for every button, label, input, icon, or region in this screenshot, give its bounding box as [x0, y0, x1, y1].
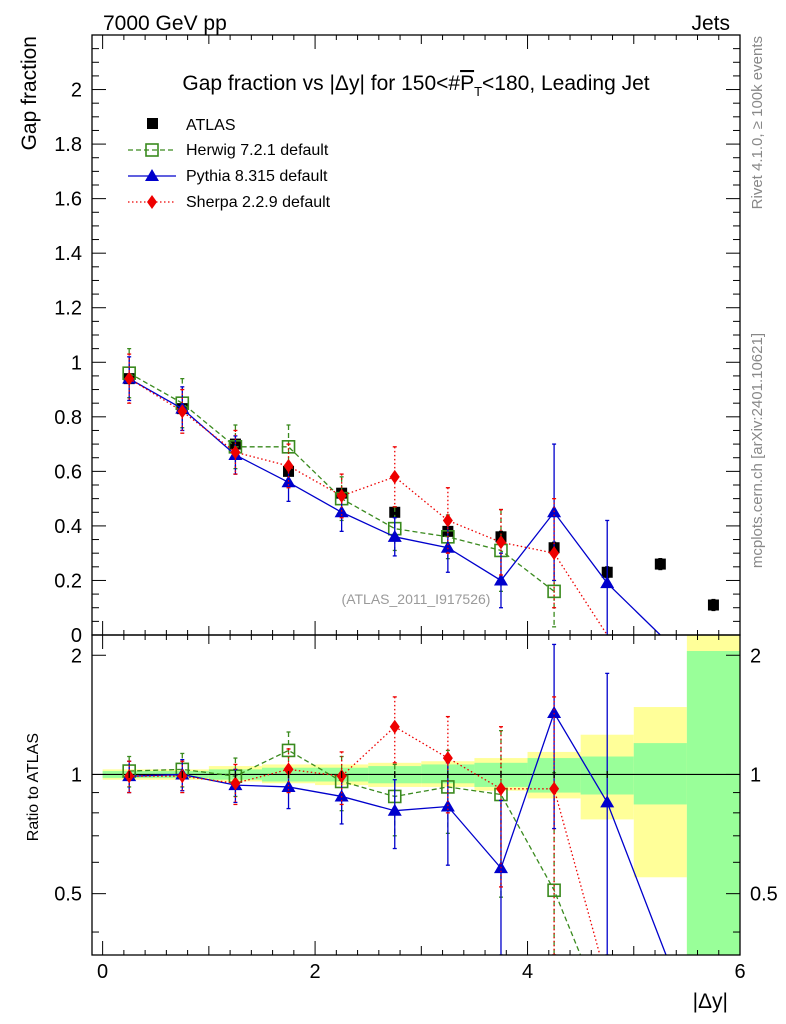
- y-tick-label-bottom-right: 1: [750, 764, 761, 786]
- sherpa-point: [442, 513, 453, 528]
- y-axis-label-top: Gap fraction: [18, 36, 41, 150]
- sherpa-point: [177, 404, 188, 419]
- sherpa-line: [128, 378, 608, 635]
- analysis-watermark: (ATLAS_2011_I917526): [342, 591, 491, 607]
- sherpa-ratio-point: [442, 751, 453, 766]
- herwig-ratio-point: [281, 743, 296, 758]
- rivet-version-label: Rivet 4.1.0, ≥ 100k events: [749, 36, 766, 209]
- y-tick-label-bottom-left: 1: [71, 764, 82, 786]
- y-tick-label-top: 0.8: [54, 407, 82, 429]
- legend-sherpa-label: Sherpa 2.2.9 default: [186, 194, 331, 211]
- ratio-band-inner-11: [686, 651, 740, 955]
- sherpa-point: [495, 535, 506, 550]
- y-tick-label-top: 1.4: [54, 243, 82, 265]
- y-tick-label-top: 0: [71, 625, 82, 647]
- ratio-band-inner-10: [633, 743, 687, 805]
- sherpa-ratio-line: [129, 725, 601, 955]
- x-tick-label: 6: [734, 961, 745, 983]
- herwig-point: [547, 584, 561, 599]
- x-tick-label: 2: [310, 961, 321, 983]
- sherpa-ratio-point: [283, 762, 294, 777]
- sherpa-ratio-point: [230, 776, 241, 791]
- x-tick-label: 0: [97, 961, 108, 983]
- y-tick-label-top: 1.8: [54, 134, 82, 156]
- y-tick-label-top: 2: [71, 80, 82, 102]
- sherpa-point: [124, 371, 135, 386]
- y-tick-label-bottom-left: 2: [71, 645, 82, 667]
- y-tick-label-top: 1.2: [54, 298, 82, 320]
- x-tick-label: 4: [522, 961, 533, 983]
- herwig-point: [281, 440, 296, 454]
- sherpa-point: [549, 546, 560, 561]
- sherpa-point: [230, 445, 241, 460]
- sherpa-ratio-point: [549, 781, 560, 796]
- chart-title: Gap fraction vs |Δy| for 150<#PT<180, Le…: [182, 72, 649, 99]
- pythia-ratio-point: [547, 705, 562, 718]
- sherpa-point: [389, 469, 400, 484]
- legend-sherpa-marker: [147, 195, 157, 209]
- y-tick-label-top: 0.6: [54, 461, 82, 483]
- y-tick-label-bottom-left: 0.5: [54, 884, 82, 906]
- pythia-point: [493, 573, 508, 586]
- legend-atlas-label: ATLAS: [186, 117, 236, 134]
- header-process-label: Jets: [691, 12, 730, 35]
- herwig-ratio-line: [129, 749, 582, 955]
- sherpa-ratio-point: [389, 719, 400, 734]
- y-tick-label-bottom-right: 2: [750, 645, 761, 667]
- sherpa-point: [336, 488, 347, 503]
- mcplots-source-label: mcplots.cern.ch [arXiv:2401.10621]: [749, 333, 766, 568]
- pythia-point: [440, 540, 455, 553]
- legend: ATLAS Herwig 7.2.1 default Pythia 8.315 …: [128, 117, 331, 211]
- pythia-ratio-point: [600, 795, 615, 808]
- pythia-point: [387, 529, 402, 542]
- y-tick-label-top: 0.2: [54, 570, 82, 592]
- y-tick-label-top: 0.4: [54, 516, 82, 538]
- atlas-point: [389, 506, 401, 518]
- x-axis-label: |Δy|: [693, 990, 728, 1013]
- y-tick-label-top: 1: [71, 352, 82, 374]
- legend-herwig-marker: [145, 143, 159, 157]
- atlas-point: [654, 558, 666, 570]
- sherpa-point: [283, 458, 294, 473]
- y-axis-label-bottom: Ratio to ATLAS: [25, 733, 42, 841]
- atlas-point: [707, 599, 719, 611]
- herwig-ratio-point: [547, 883, 561, 898]
- legend-atlas-marker: [147, 118, 158, 129]
- pythia-ratio-point: [387, 803, 402, 816]
- pythia-ratio-point: [334, 789, 349, 802]
- ratio-panel-frame: [91, 634, 741, 956]
- sherpa-ratio-point: [495, 781, 506, 796]
- y-tick-label-bottom-right: 0.5: [750, 884, 778, 906]
- header-energy-label: 7000 GeV pp: [103, 12, 227, 35]
- legend-pythia-label: Pythia 8.315 default: [186, 168, 328, 185]
- pythia-point: [600, 576, 615, 589]
- legend-pythia-marker: [145, 169, 159, 181]
- y-tick-label-top: 1.6: [54, 189, 82, 211]
- legend-herwig-label: Herwig 7.2.1 default: [186, 142, 329, 159]
